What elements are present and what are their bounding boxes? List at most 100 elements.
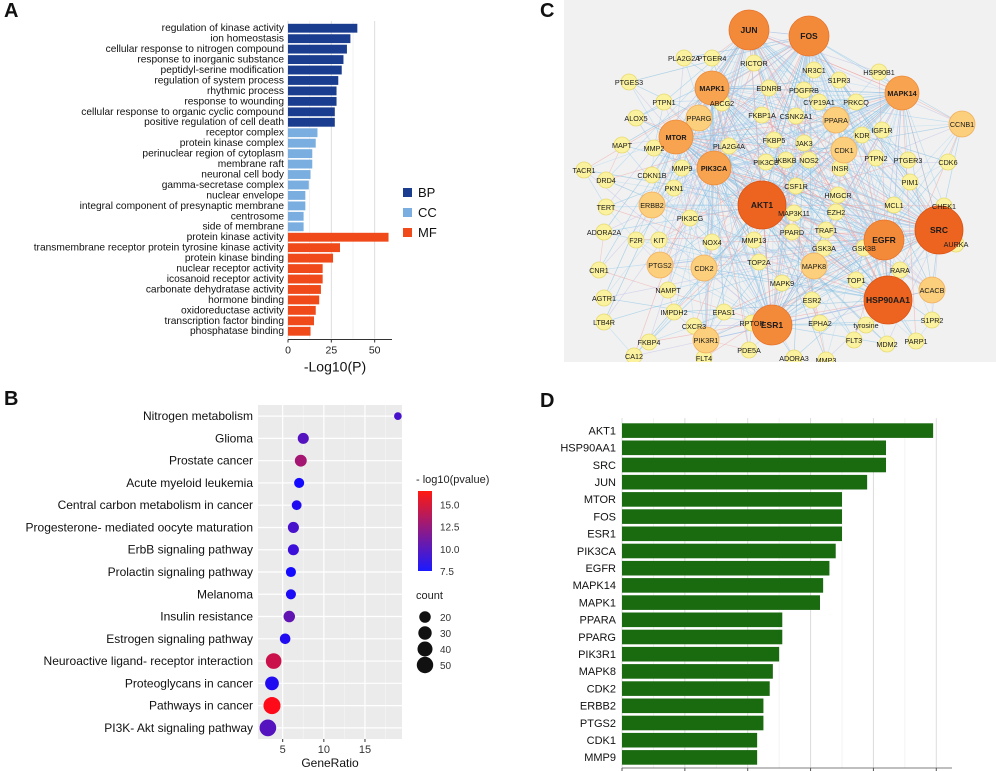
category-label: MTOR — [584, 494, 616, 506]
category-label: carbonate dehydratase activity — [146, 284, 285, 295]
node-label: PLA2G2A — [668, 54, 700, 63]
node-label: PTGES3 — [615, 78, 643, 87]
category-label: MAPK8 — [579, 666, 616, 678]
node-label: RARA — [890, 266, 910, 275]
network-node — [891, 261, 909, 279]
network-node — [595, 223, 613, 241]
network-node — [620, 73, 638, 91]
node-label: DRD4 — [596, 176, 616, 185]
size-legend-dot — [418, 626, 432, 640]
x-tick-label: 0 — [285, 345, 291, 357]
network-node — [659, 281, 677, 299]
bar — [288, 55, 344, 64]
node-label: EZH2 — [827, 208, 845, 217]
node-label: CDK1 — [834, 146, 853, 155]
node-label: CDK6 — [938, 158, 957, 167]
network-edge — [603, 136, 677, 299]
network-node — [696, 150, 732, 186]
legend-label-cc: CC — [418, 205, 437, 220]
node-label: RPTOR — [739, 319, 764, 328]
network-edge — [883, 123, 963, 241]
node-label: PRKCQ — [843, 98, 869, 107]
size-legend-title: count — [416, 590, 443, 602]
node-label: TOP2A — [747, 258, 771, 267]
node-label: RICTOR — [740, 59, 767, 68]
bar — [622, 526, 842, 542]
network-node — [638, 191, 666, 219]
network-edge — [765, 161, 885, 241]
x-tick-label: 25 — [325, 345, 337, 357]
network-edge — [658, 239, 889, 301]
bar — [622, 509, 842, 524]
node-label: EPHA2 — [808, 319, 832, 328]
bar — [288, 264, 323, 273]
node-label: MAPK8 — [802, 262, 826, 271]
network-node — [873, 121, 891, 139]
network-node — [939, 153, 957, 171]
legend-swatch-bp — [403, 188, 412, 197]
network-node — [830, 136, 858, 164]
category-label: positive regulation of cell death — [144, 117, 284, 128]
network-node — [810, 93, 828, 111]
category-label: protein kinase binding — [185, 253, 284, 264]
node-label: ESR1 — [761, 320, 783, 330]
node-label: GSK3A — [812, 244, 836, 253]
category-label: regulation of kinase activity — [162, 23, 285, 34]
category-label: PIK3CA — [577, 546, 617, 558]
node-label: FLT3 — [846, 336, 862, 345]
category-label: Prostate cancer — [169, 454, 253, 468]
network-node — [777, 151, 795, 169]
network-node — [827, 203, 845, 221]
panel-label-a: A — [4, 0, 19, 22]
bar — [288, 201, 306, 211]
category-label: ESR1 — [587, 529, 616, 541]
category-label: HSP90AA1 — [560, 443, 616, 455]
category-label: regulation of system process — [154, 75, 284, 86]
network-node — [703, 49, 721, 67]
bar — [288, 117, 335, 127]
network-node — [817, 351, 835, 362]
network-edge — [748, 29, 815, 267]
network-node — [923, 311, 941, 329]
network-node — [575, 161, 593, 179]
network-edge — [711, 87, 889, 301]
category-label: SRC — [593, 460, 616, 472]
network-edge — [808, 35, 933, 321]
bar — [288, 149, 313, 159]
network-node — [673, 159, 691, 177]
bar — [288, 326, 311, 336]
bar — [622, 423, 934, 438]
node-label: AGTR1 — [592, 294, 616, 303]
node-label: CHEK1 — [932, 202, 956, 211]
bar — [288, 76, 339, 85]
network-node — [685, 104, 713, 132]
size-legend-dot — [416, 656, 434, 674]
node-label: MMP9 — [672, 164, 693, 173]
bar — [622, 664, 773, 679]
node-label: PTGER4 — [698, 54, 727, 63]
network-node — [847, 93, 865, 111]
network-edge — [887, 92, 903, 301]
bar — [288, 170, 311, 179]
node-label: PTPN1 — [652, 98, 675, 107]
network-node — [830, 71, 848, 89]
bar — [288, 107, 335, 117]
node-label: PLA2G4A — [713, 142, 745, 151]
category-label: ErbB signaling pathway — [128, 543, 253, 557]
bar — [288, 44, 347, 54]
bar — [288, 274, 323, 284]
node-label: FKBP4 — [638, 338, 661, 347]
node-label: ACACB — [920, 286, 945, 295]
bar — [622, 578, 824, 593]
node-label: JAK3 — [795, 139, 812, 148]
category-label: response to wounding — [184, 96, 284, 107]
color-legend-tick: 12.5 — [440, 523, 460, 534]
data-point — [294, 477, 305, 488]
node-label: MMP13 — [742, 236, 767, 245]
node-label: EGFR — [872, 235, 896, 245]
network-edge — [808, 35, 895, 206]
node-label: ERBB2 — [640, 201, 664, 210]
node-label: MTOR — [665, 133, 687, 142]
bar — [288, 159, 313, 169]
node-label: CSF1R — [784, 182, 808, 191]
